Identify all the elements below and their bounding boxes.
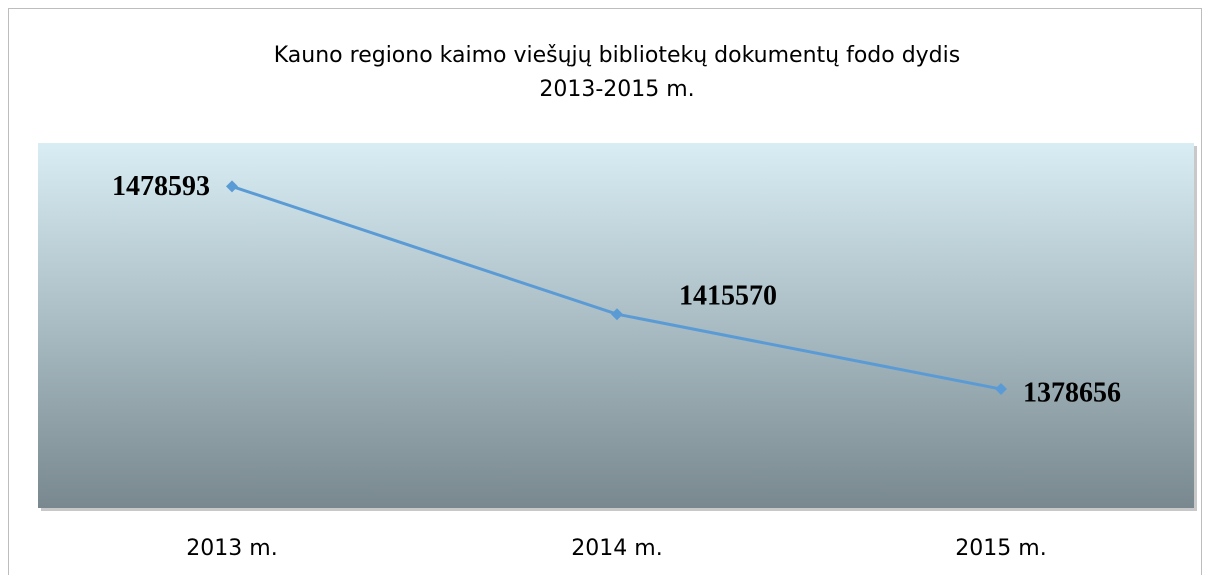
x-tick-label: 2013 m. xyxy=(186,536,277,561)
data-label: 1478593 xyxy=(112,171,210,202)
marker xyxy=(226,180,238,193)
marker xyxy=(611,308,623,321)
marker xyxy=(995,383,1007,396)
data-label: 1378656 xyxy=(1023,377,1121,408)
chart-title: 2013-2015 m. xyxy=(539,77,694,102)
x-tick-label: 2015 m. xyxy=(955,536,1046,561)
data-label: 1415570 xyxy=(679,281,777,312)
chart-title: Kauno regiono kaimo viešųjų bibliotekų d… xyxy=(274,43,960,68)
x-tick-label: 2014 m. xyxy=(571,536,662,561)
plot-area xyxy=(38,143,1194,508)
